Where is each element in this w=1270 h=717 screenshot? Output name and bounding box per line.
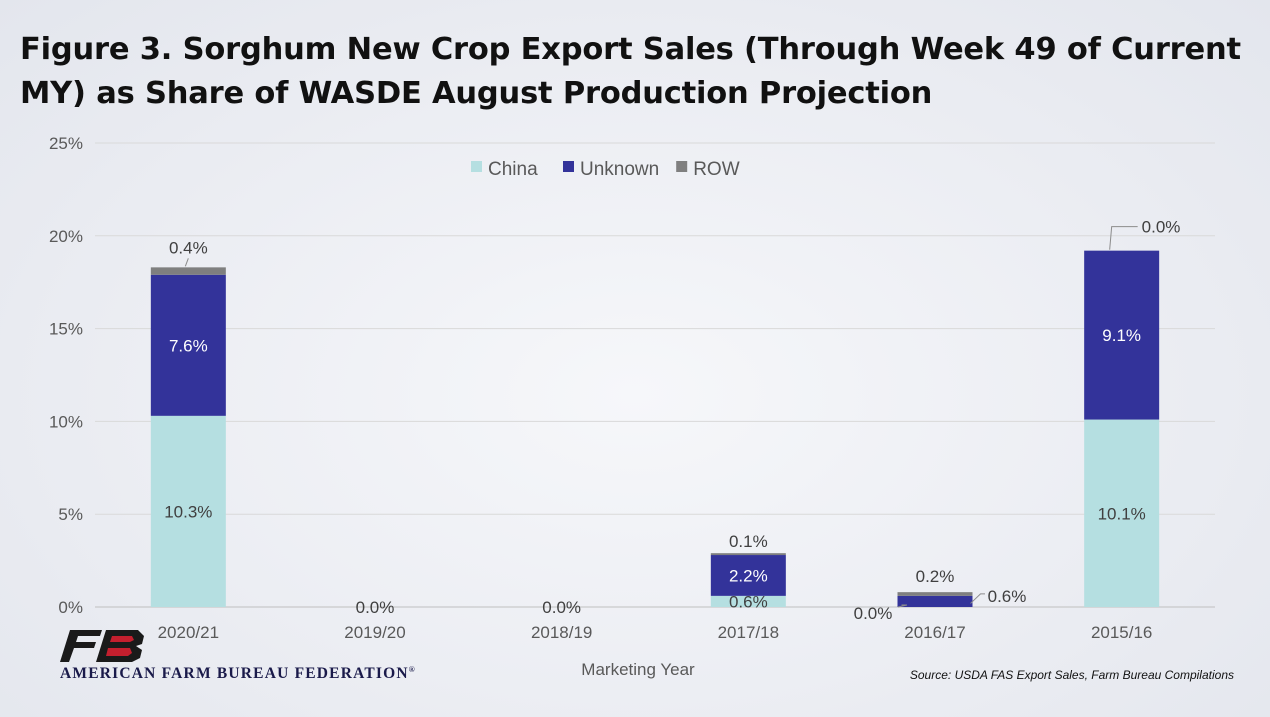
x-tick-label: 2019/20 xyxy=(344,623,405,642)
y-tick-label: 20% xyxy=(49,227,83,246)
chart-title: Figure 3. Sorghum New Crop Export Sales … xyxy=(20,32,1241,111)
legend-swatch xyxy=(471,161,482,172)
data-label: 10.1% xyxy=(1098,504,1146,523)
legend-swatch xyxy=(563,161,574,172)
data-label: 0.0% xyxy=(854,604,893,623)
data-label: 10.3% xyxy=(164,502,212,521)
afbf-logo: AMERICAN FARM BUREAU FEDERATION® xyxy=(60,628,460,688)
y-tick-label: 0% xyxy=(58,598,83,617)
bar-china xyxy=(150,415,226,607)
bar-unknown xyxy=(150,274,226,416)
y-tick-label: 15% xyxy=(49,320,83,339)
bar-china xyxy=(1084,419,1160,607)
y-tick-label: 10% xyxy=(49,412,83,431)
y-tick-label: 25% xyxy=(49,134,83,153)
x-tick-label: 2020/21 xyxy=(158,623,219,642)
logo-name: AMERICAN FARM BUREAU FEDERATION xyxy=(60,665,409,683)
x-tick-label: 2018/19 xyxy=(531,623,592,642)
data-label: 0.0% xyxy=(542,598,581,617)
data-label: 0.1% xyxy=(729,532,768,551)
data-label: 9.1% xyxy=(1102,326,1141,345)
source-note: Source: USDA FAS Export Sales, Farm Bure… xyxy=(909,668,1234,682)
bar-row xyxy=(150,267,226,275)
bar-row xyxy=(710,553,786,556)
data-label: 7.6% xyxy=(169,336,208,355)
leader-line xyxy=(970,593,985,604)
x-tick-label: 2016/17 xyxy=(904,623,965,642)
legend-label: Unknown xyxy=(580,159,659,180)
data-label: 2.2% xyxy=(729,566,768,585)
data-label: 0.2% xyxy=(916,567,955,586)
leader-line xyxy=(897,604,908,608)
legend-label: ROW xyxy=(693,159,740,180)
bar-unknown xyxy=(710,555,786,596)
logo-text: AMERICAN FARM BUREAU FEDERATION® xyxy=(60,665,416,683)
registered-mark: ® xyxy=(408,665,416,674)
bar-unknown xyxy=(1084,250,1160,420)
bar-unknown xyxy=(897,595,973,607)
data-label: 0.6% xyxy=(729,592,768,611)
legend-label: China xyxy=(488,159,538,180)
bar-row xyxy=(897,592,973,596)
data-label: 0.4% xyxy=(169,238,208,257)
data-label: 0.6% xyxy=(988,587,1027,606)
fb-logo-icon xyxy=(60,630,144,662)
x-tick-label: 2015/16 xyxy=(1091,623,1152,642)
bar-china xyxy=(710,595,786,607)
data-label: 0.0% xyxy=(1142,218,1181,237)
leader-line xyxy=(1109,226,1138,250)
y-tick-label: 5% xyxy=(58,505,83,524)
x-axis-title: Marketing Year xyxy=(581,660,695,679)
leader-line xyxy=(184,258,189,267)
legend-swatch xyxy=(676,161,688,172)
data-label: 0.0% xyxy=(356,598,395,617)
x-tick-label: 2017/18 xyxy=(718,623,779,642)
